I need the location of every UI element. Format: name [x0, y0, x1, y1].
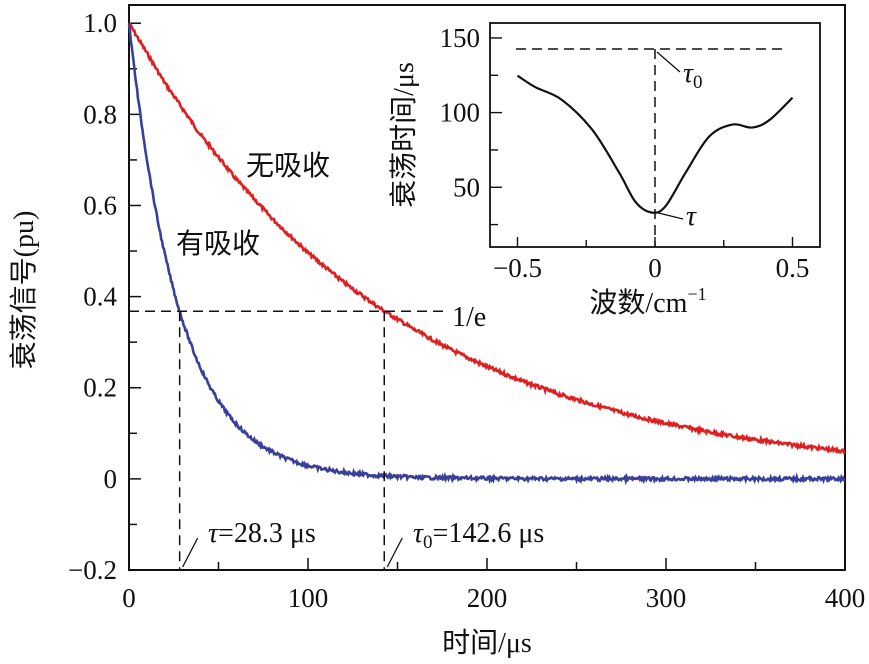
y-tick-label: 1.0 — [83, 8, 117, 38]
main-x-axis-label: 时间/μs — [442, 627, 532, 659]
y-tick-label: 0.6 — [83, 190, 117, 220]
inset-y-tick-label: 150 — [440, 23, 481, 53]
inset-x-axis-label: 波数/cm−1 — [589, 284, 706, 319]
annotation-leader-line — [182, 537, 199, 568]
inverse-e-label: 1/e — [452, 302, 486, 333]
series-label-absorption: 有吸收 — [176, 228, 260, 260]
x-tick-label: 0 — [122, 583, 136, 613]
tau0-annotation: τ0=142.6 μs — [413, 518, 544, 553]
inset-x-tick-label: 0 — [648, 253, 662, 283]
inset-tau-label: τ — [686, 201, 697, 232]
x-tick-label: 300 — [646, 583, 687, 613]
y-tick-label: −0.2 — [68, 555, 117, 585]
inset-decay-time-curve — [516, 74, 794, 214]
tau-annotation: τ=28.3 μs — [208, 518, 316, 549]
x-tick-label: 200 — [467, 583, 508, 613]
inset-tau0-label: τ0 — [683, 58, 703, 93]
y-tick-label: 0.8 — [83, 99, 117, 129]
series-label-no-absorption: 无吸收 — [246, 150, 330, 182]
inset-tau0-leader — [656, 51, 681, 73]
series-line-no-absorption — [127, 22, 846, 455]
inset-plot: −0.5 0 0.5 50 100 150 — [440, 21, 822, 283]
inset-y-tick-label: 100 — [440, 98, 481, 128]
inset-x-tick-label: 0.5 — [776, 253, 810, 283]
inset-tau-leader — [656, 212, 684, 220]
y-tick-label: 0.4 — [83, 282, 117, 312]
inset-y-axis-label: 衰荡时间/μs — [388, 62, 420, 208]
y-tick-label: 0.2 — [83, 373, 117, 403]
inset-x-tick-label: −0.5 — [493, 253, 542, 283]
main-y-axis-label: 衰荡信号(pu) — [8, 211, 40, 370]
main-plot: 0 100 200 300 400−0.200.20.40.60.81.0 — [68, 4, 866, 613]
series-line-absorption — [127, 24, 846, 486]
x-tick-label: 400 — [825, 583, 866, 613]
x-tick-label: 100 — [288, 583, 329, 613]
y-tick-label: 0 — [104, 464, 118, 494]
inset-y-tick-label: 50 — [453, 172, 480, 202]
annotation-leader-line — [386, 537, 403, 568]
